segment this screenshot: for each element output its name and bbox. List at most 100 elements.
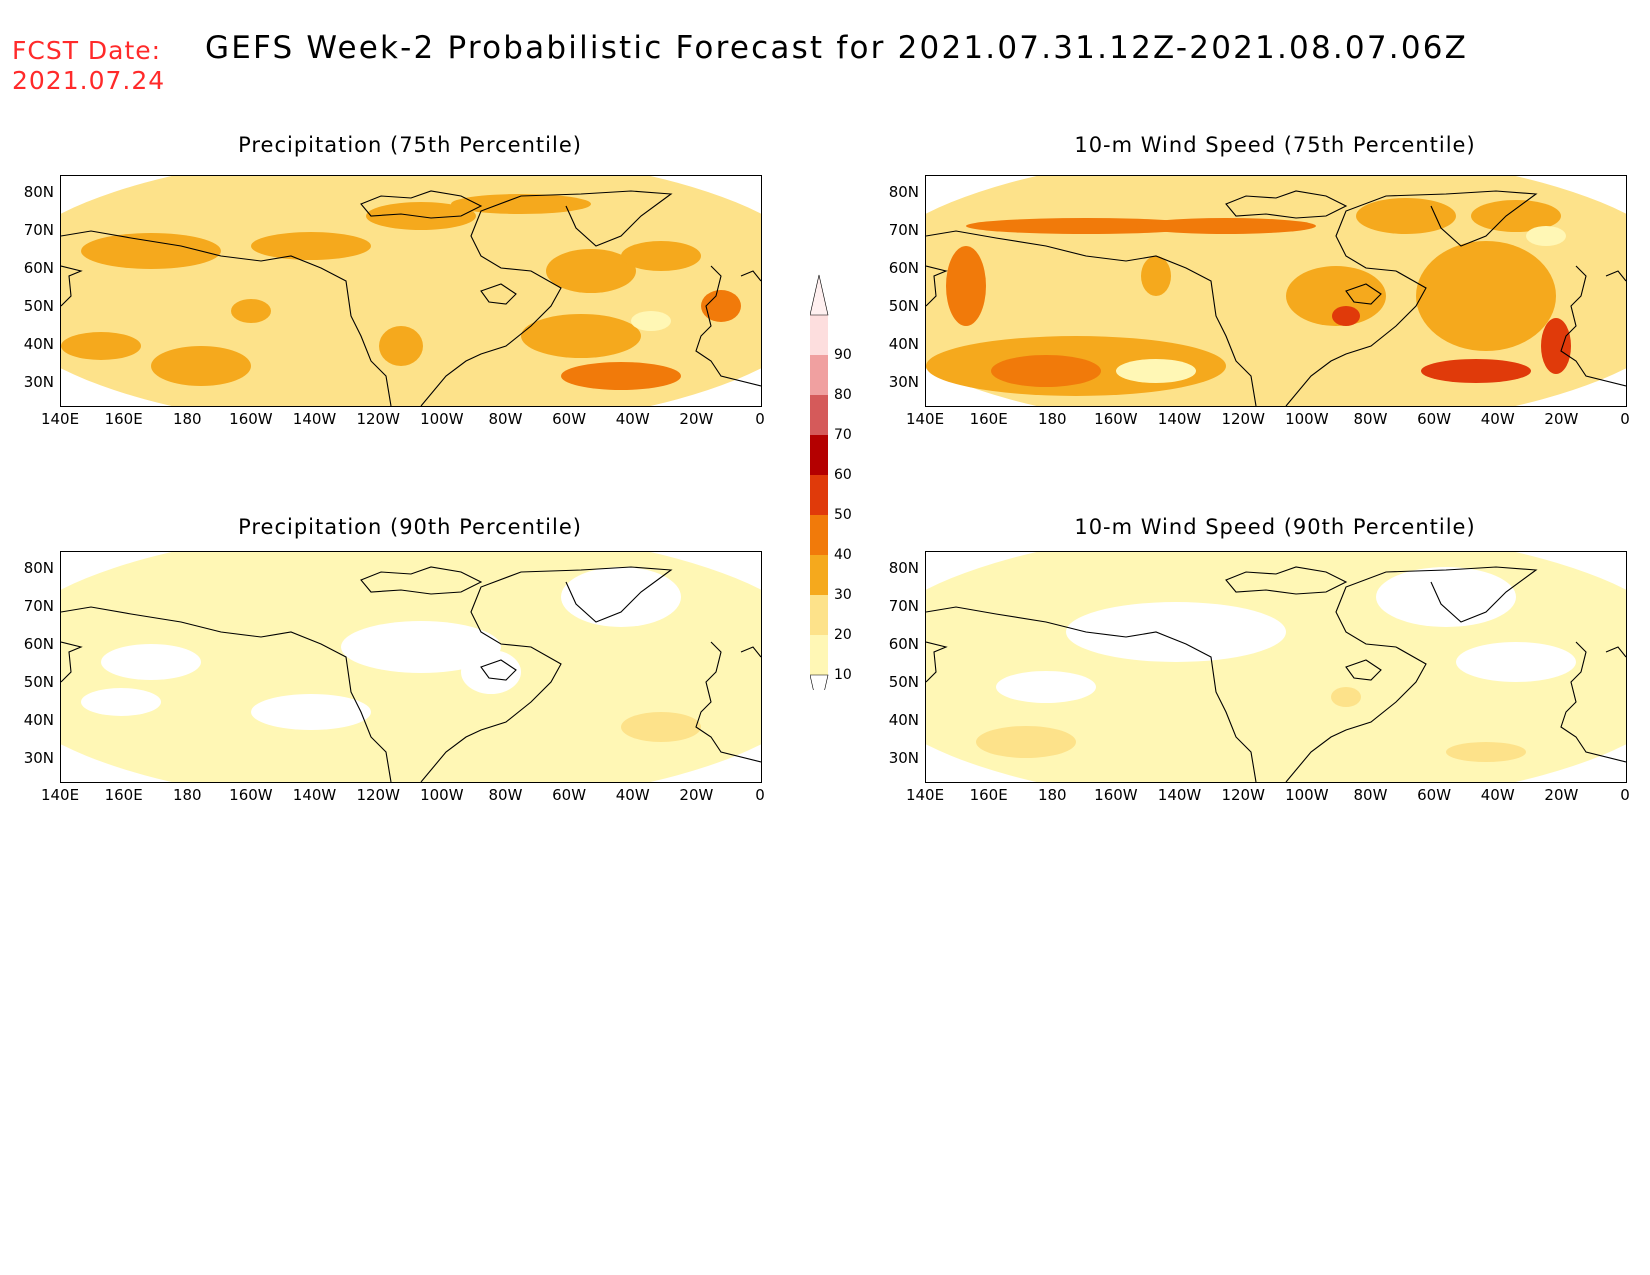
longitude-label: 80W (488, 410, 523, 428)
longitude-label: 160E (969, 410, 1008, 428)
coastline (420, 190, 673, 406)
longitude-label: 120W (1221, 410, 1265, 428)
probability-contour (521, 314, 641, 358)
latitude-label: 50N (23, 297, 54, 315)
longitude-label: 180 (172, 410, 202, 428)
colorbar-label: 30 (834, 587, 852, 603)
colorbar-swatch (810, 595, 828, 635)
probability-contour (1286, 266, 1386, 326)
latitude-label: 30N (888, 373, 919, 391)
probability-field (61, 176, 761, 406)
probability-contour (546, 249, 636, 293)
panel-title-wind-75: 10-m Wind Speed (75th Percentile) (1074, 133, 1476, 157)
probability-contour (1331, 687, 1361, 707)
latitude-label: 70N (888, 221, 919, 239)
latitude-label: 80N (23, 559, 54, 577)
probability-contour (1136, 218, 1316, 234)
longitude-label: 160W (1094, 410, 1138, 428)
map-precip-75 (60, 175, 762, 407)
latitude-label: 70N (23, 221, 54, 239)
colorbar-swatch (810, 395, 828, 435)
probability-contour (1456, 642, 1576, 682)
latitude-label: 40N (23, 711, 54, 729)
latitude-label: 40N (888, 335, 919, 353)
coastline (61, 606, 392, 782)
colorbar-label: 20 (834, 627, 852, 643)
coastline (360, 566, 483, 595)
latitude-label: 50N (23, 673, 54, 691)
probability-contour (701, 290, 741, 322)
coastline (926, 265, 948, 307)
probability-contour (621, 241, 701, 271)
map-wind-90 (925, 551, 1627, 783)
coastline (1225, 190, 1348, 219)
longitude-label: 40W (615, 410, 650, 428)
longitude-label: 40W (615, 786, 650, 804)
probability-contour (151, 346, 251, 386)
longitude-label: 140E (905, 786, 945, 804)
probability-contour (101, 644, 201, 680)
longitude-label: 0 (755, 786, 765, 804)
longitude-label: 80W (488, 786, 523, 804)
probability-contour (1526, 226, 1566, 246)
latitude-label: 60N (23, 259, 54, 277)
probability-field (926, 176, 1626, 406)
longitude-label: 120W (356, 410, 400, 428)
map-precip-90 (60, 551, 762, 783)
coastline (480, 283, 517, 305)
longitude-label: 40W (1480, 410, 1515, 428)
coastline (61, 641, 83, 683)
longitude-label: 140E (905, 410, 945, 428)
colorbar-swatch (810, 315, 828, 355)
longitude-label: 160W (1094, 786, 1138, 804)
coastline (61, 230, 392, 406)
probability-contour (81, 233, 221, 269)
colorbar-swatches (809, 274, 829, 716)
coastline (1225, 566, 1348, 595)
probability-contour (1066, 602, 1286, 662)
forecast-date-value: 2021.07.24 (12, 66, 166, 95)
coastline (926, 230, 1257, 406)
longitude-label: 140W (292, 786, 337, 804)
probability-contour (1116, 359, 1196, 383)
latitude-label: 40N (888, 711, 919, 729)
probability-contour (366, 202, 476, 230)
probability-contour (991, 355, 1101, 387)
colorbar-label: 40 (834, 547, 852, 563)
longitude-label: 40W (1480, 786, 1515, 804)
colorbar-swatch (810, 435, 828, 475)
colorbar: 10 20 30 40 50 60 70 80 90 (809, 270, 900, 716)
coastline (740, 646, 761, 658)
colorbar-label: 90 (834, 347, 852, 363)
longitude-label: 80W (1353, 410, 1388, 428)
coastline (1345, 283, 1382, 305)
longitude-label: 140E (40, 786, 80, 804)
longitude-label: 100W (420, 786, 464, 804)
colorbar-label: 70 (834, 427, 852, 443)
longitude-label: 80W (1353, 786, 1388, 804)
probability-contour (631, 311, 671, 331)
coastline (1605, 646, 1626, 658)
longitude-label: 180 (172, 786, 202, 804)
colorbar-label: 60 (834, 467, 852, 483)
longitude-label: 140W (1157, 410, 1202, 428)
probability-contour (946, 246, 986, 326)
probability-contour (1141, 256, 1171, 296)
longitude-label: 20W (1544, 786, 1579, 804)
forecast-date-block: FCST Date: 2021.07.24 (12, 36, 165, 96)
colorbar-swatch (810, 475, 828, 515)
longitude-label: 160E (104, 410, 143, 428)
probability-field (926, 552, 1626, 782)
probability-contour (1471, 200, 1561, 232)
colorbar-swatch (810, 355, 828, 395)
colorbar-top-arrow (809, 274, 829, 316)
probability-contour (561, 567, 681, 627)
probability-contour (341, 621, 501, 673)
colorbar-swatch (810, 555, 828, 595)
longitude-label: 0 (755, 410, 765, 428)
longitude-label: 160E (104, 786, 143, 804)
probability-contour (1332, 306, 1360, 326)
longitude-label: 140W (292, 410, 337, 428)
colorbar-label: 10 (834, 667, 852, 683)
coastline (695, 265, 761, 387)
